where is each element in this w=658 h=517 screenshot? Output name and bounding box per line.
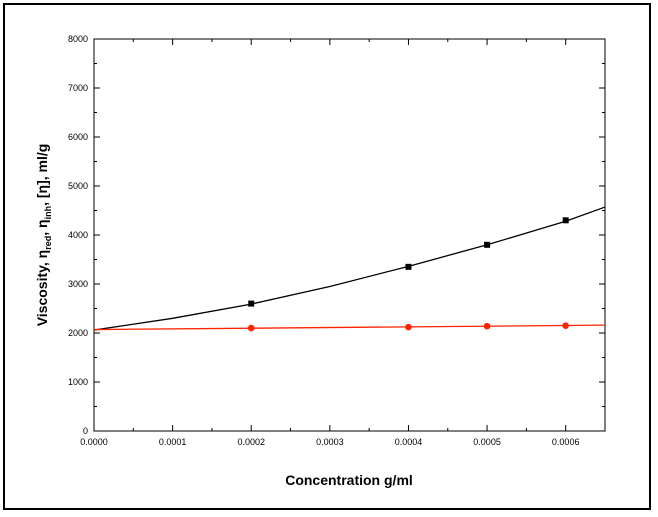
y-title-part-2: , η — [34, 219, 50, 235]
x-tick-label: 0.0006 — [552, 437, 580, 447]
y-tick-label: 3000 — [68, 279, 88, 289]
y-title-part-1: Viscosity, η — [34, 250, 50, 327]
y-tick-label: 8000 — [68, 34, 88, 44]
data-point-series-1 — [484, 241, 491, 248]
x-axis: 0.0000 0.0001 0.0002 0.0003 0.0004 0.0005 0.00… — [80, 39, 606, 447]
y-tick-label: 4000 — [68, 230, 88, 240]
x-tick-label: 0.0004 — [395, 437, 423, 447]
y-tick-label: 5000 — [68, 181, 88, 191]
plot-area — [93, 38, 606, 432]
x-tick-label: 0.0003 — [316, 437, 344, 447]
x-tick-label: 0.0000 — [80, 437, 108, 447]
y-axis: 0 1000 2000 3000 4000 5000 6000 7000 8000 — [68, 34, 605, 436]
data-point-series-1 — [562, 217, 569, 224]
fit-line-series-1 — [93, 206, 606, 331]
y-tick-label: 7000 — [68, 83, 88, 93]
data-point-series-2 — [483, 322, 491, 330]
data-point-series-2 — [405, 323, 412, 331]
y-title-sub-inh: inh — [43, 206, 53, 220]
y-title-part-3: , [η], ml/g — [34, 144, 50, 206]
x-tick-label: 0.0005 — [473, 437, 501, 447]
y-title-sub-red: red — [43, 236, 53, 250]
y-tick-label: 1000 — [68, 377, 88, 387]
data-point-series-2 — [247, 324, 255, 332]
fit-line-series-2 — [93, 324, 606, 331]
figure-frame: 0.0000 0.0001 0.0002 0.0003 0.0004 0.0005 0.00… — [3, 3, 651, 510]
data-point-series-2 — [562, 322, 569, 329]
x-tick-label: 0.0001 — [159, 437, 187, 447]
y-axis-title: Viscosity, ηred, ηinh, [η], ml/g — [34, 144, 53, 327]
x-tick-label: 0.0002 — [237, 437, 265, 447]
data-point-series-1 — [405, 263, 412, 270]
viscosity-chart: 0.0000 0.0001 0.0002 0.0003 0.0004 0.0005 0.00… — [34, 34, 606, 488]
x-axis-title: Concentration g/ml — [285, 472, 413, 488]
data-point-series-1 — [248, 300, 255, 307]
y-tick-label: 2000 — [68, 328, 88, 338]
y-tick-label: 6000 — [68, 132, 88, 142]
y-tick-label: 0 — [83, 426, 88, 436]
series-layer — [93, 206, 606, 332]
